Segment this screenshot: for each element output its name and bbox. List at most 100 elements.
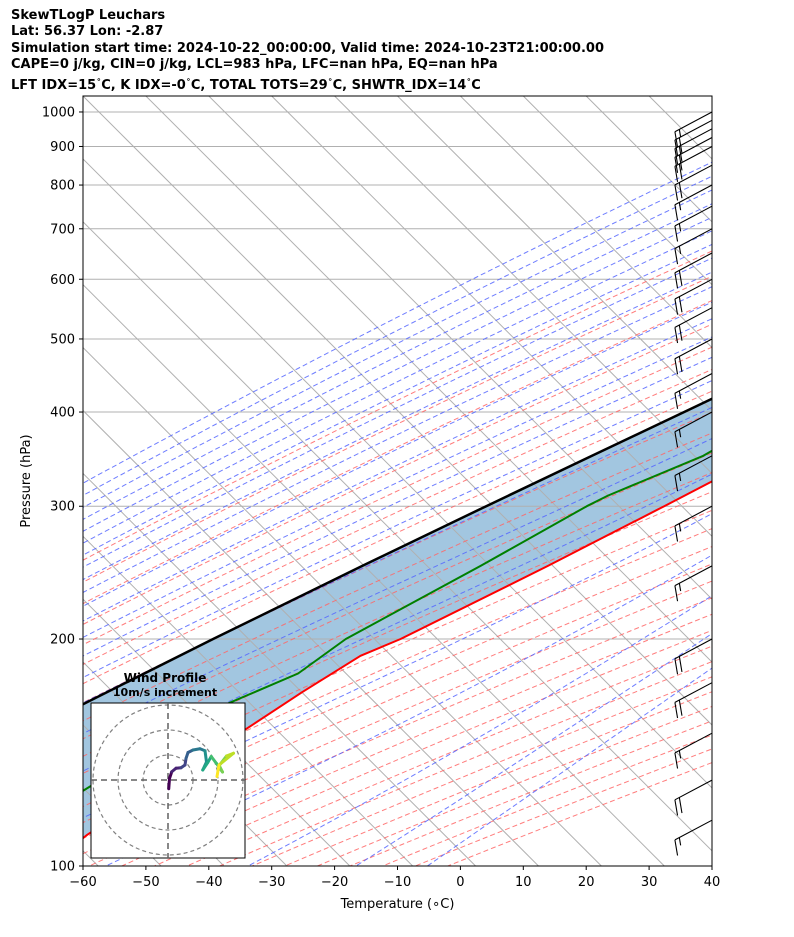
wind-barb-flag (674, 475, 679, 492)
wind-barb-shaft (674, 278, 713, 300)
dry-adiabat-line (252, 676, 712, 866)
hodograph-segment (167, 777, 171, 791)
wind-barb-flag (678, 656, 683, 673)
wind-barb-flag (674, 393, 679, 409)
wind-barb-shaft (674, 732, 713, 754)
wind-barb-half-flag (678, 583, 682, 592)
y-axis-label: Pressure (hPa) (19, 434, 34, 527)
isotherm-line (334, 96, 712, 475)
wind-barb-flag (678, 296, 683, 313)
wind-barb-flag (678, 356, 683, 373)
wind-barb-shaft (674, 779, 713, 801)
stability-indices-line: CAPE=0 j/kg, CIN=0 j/kg, LCL=983 hPa, LF… (11, 56, 498, 72)
wind-barb-flag (674, 752, 679, 769)
wind-barb-shaft (674, 137, 713, 158)
x-tick-label: 40 (704, 875, 721, 890)
wind-barb-flag (678, 270, 683, 287)
wind-barb-half-flag (678, 523, 682, 532)
wind-barb-half-flag (678, 129, 682, 138)
wind-barb-half-flag (678, 202, 682, 211)
x-tick-label: 20 (578, 875, 595, 890)
isotherm-line (208, 96, 712, 600)
dry-adiabat-line (83, 432, 712, 722)
wind-barb (674, 146, 713, 182)
dry-adiabat-line (83, 452, 712, 740)
wind-barb-shaft (674, 307, 713, 328)
dry-adiabat-line (83, 509, 712, 791)
hodograph-segment (203, 749, 208, 764)
isotherm-line (83, 158, 712, 789)
wind-barb-flag (674, 204, 679, 221)
moist-adiabat-line (83, 406, 712, 704)
isotherm-line (145, 96, 712, 663)
moist-adiabat-line (83, 379, 712, 679)
wind-barb (674, 819, 713, 856)
isotherm-line (83, 221, 712, 852)
wind-barb-flag (678, 163, 683, 180)
wind-barb-shaft (674, 205, 713, 227)
wind-barb-shaft (674, 111, 713, 133)
wind-barb-shaft (674, 128, 713, 150)
wind-barb-half-flag (678, 473, 682, 482)
wind-barb-shaft (674, 164, 713, 186)
x-tick-label: −40 (195, 875, 222, 890)
isotherm-line (83, 96, 712, 726)
dry-adiabat-line (83, 545, 712, 824)
isotherm-line (775, 96, 794, 866)
wind-barb (674, 455, 713, 492)
x-tick-label: 0 (456, 875, 464, 890)
wind-barb-flag (674, 431, 679, 448)
hodograph-title: Wind Profile (124, 671, 207, 685)
wind-barb-flag (674, 358, 679, 375)
wind-barb (674, 164, 713, 201)
moist-adiabat-line (83, 473, 712, 772)
x-tick-label: 10 (515, 875, 532, 890)
wind-barb-shaft (674, 505, 713, 527)
wind-barb-shaft (674, 119, 713, 141)
dry-adiabat-line (83, 250, 712, 561)
wind-barb-shaft (674, 455, 713, 477)
isotherm-line (522, 96, 712, 286)
isotherm-line (271, 96, 712, 538)
dry-adiabat-line (83, 300, 712, 605)
wind-barb-shaft (674, 682, 713, 703)
isotherm-line (460, 96, 712, 349)
wind-barb-flag (678, 797, 683, 814)
wind-barb-half-flag (678, 750, 682, 759)
x-tick-label: −10 (384, 875, 411, 890)
wind-barb-flag (674, 799, 679, 816)
wind-barb (674, 638, 713, 675)
wind-barb-shaft (674, 638, 713, 660)
wind-barb-flag (674, 585, 679, 602)
dry-adiabat-line (83, 323, 712, 625)
isotherm-line (83, 535, 414, 866)
moist-adiabat-line (83, 203, 712, 520)
isotherm-line (711, 96, 712, 97)
wind-barb-flag (674, 225, 679, 242)
mixing-ratio-line (756, 96, 794, 279)
wind-barb (674, 307, 713, 344)
wind-barb-flag (678, 699, 683, 716)
wind-barb-shaft (674, 373, 713, 394)
moist-adiabat-line (83, 230, 712, 544)
y-tick-label: 800 (50, 179, 75, 194)
wind-barb (674, 779, 713, 816)
wind-barb (674, 505, 713, 542)
hodograph-segment (217, 751, 235, 767)
stability-indices-line-2: LFT IDX=15∘C, K IDX=-0∘C, TOTAL TOTS=29∘… (11, 73, 604, 92)
wind-barb-half-flag (678, 390, 682, 399)
wind-barb (674, 338, 713, 375)
time-line: Simulation start time: 2024-10-22_00:00:… (11, 40, 604, 56)
wind-barb-flag (678, 324, 683, 341)
wind-barb-flag (674, 658, 679, 675)
wind-barb-flag (674, 525, 679, 542)
isotherm-line (83, 346, 602, 866)
moist-adiabat-line (83, 271, 712, 581)
y-tick-label: 400 (50, 406, 75, 421)
y-tick-label: 1000 (42, 105, 75, 120)
wind-barb (674, 411, 713, 448)
x-tick-label: −60 (69, 875, 96, 890)
wind-barb-flag (674, 839, 679, 856)
x-axis-label: Temperature (∘C) (340, 897, 455, 912)
wind-barb-shaft (674, 411, 713, 433)
